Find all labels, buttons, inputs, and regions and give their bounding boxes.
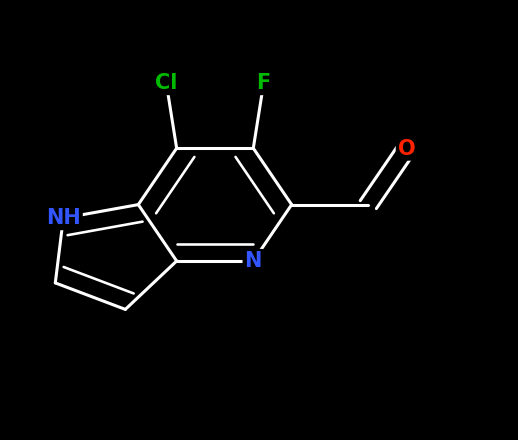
Text: N: N: [244, 251, 262, 271]
Text: NH: NH: [46, 208, 81, 228]
Text: Cl: Cl: [155, 73, 178, 93]
Text: O: O: [398, 139, 415, 158]
Text: F: F: [256, 73, 271, 93]
